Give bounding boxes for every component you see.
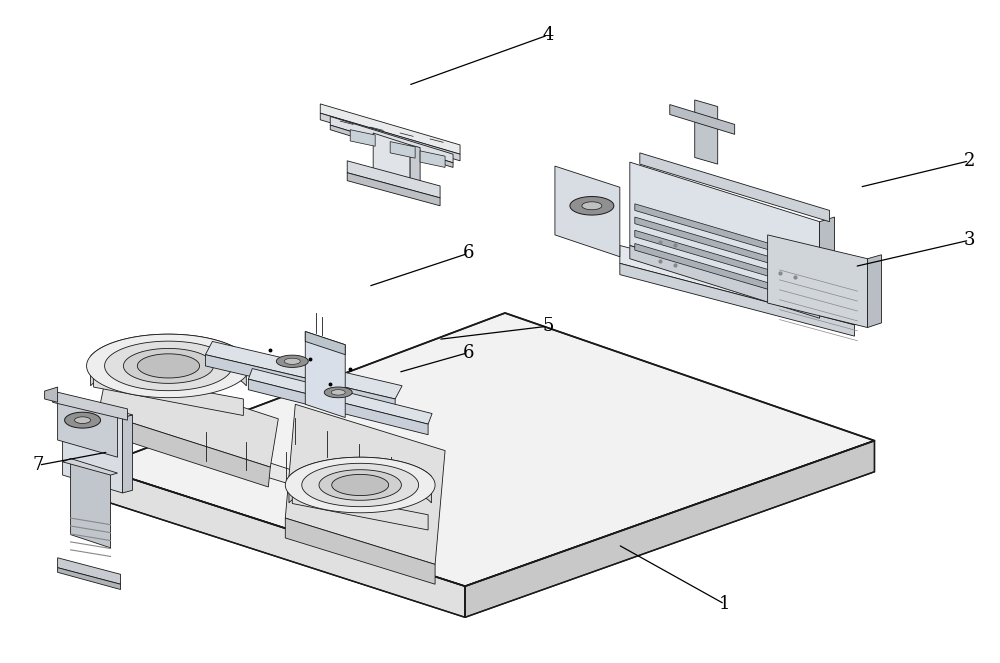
Text: 2: 2 <box>964 152 975 170</box>
Polygon shape <box>65 412 101 428</box>
Polygon shape <box>330 125 453 168</box>
Polygon shape <box>347 161 440 198</box>
Polygon shape <box>635 204 815 263</box>
Polygon shape <box>58 558 121 584</box>
Polygon shape <box>71 460 111 548</box>
Polygon shape <box>867 255 881 328</box>
Polygon shape <box>123 415 133 493</box>
Polygon shape <box>248 369 432 424</box>
Polygon shape <box>420 151 445 168</box>
Polygon shape <box>302 463 419 507</box>
Polygon shape <box>695 100 718 164</box>
Polygon shape <box>292 489 428 530</box>
Polygon shape <box>319 469 401 501</box>
Polygon shape <box>620 263 855 336</box>
Polygon shape <box>410 145 420 186</box>
Polygon shape <box>570 196 614 215</box>
Polygon shape <box>670 105 735 135</box>
Text: 5: 5 <box>542 317 554 335</box>
Polygon shape <box>305 332 345 418</box>
Polygon shape <box>53 391 128 420</box>
Polygon shape <box>768 235 867 328</box>
Polygon shape <box>285 518 435 584</box>
Polygon shape <box>630 162 820 305</box>
Polygon shape <box>123 349 213 383</box>
Polygon shape <box>284 358 300 365</box>
Polygon shape <box>245 456 370 510</box>
Text: 4: 4 <box>542 26 554 44</box>
Polygon shape <box>305 332 345 355</box>
Polygon shape <box>332 475 389 495</box>
Polygon shape <box>205 341 402 399</box>
Polygon shape <box>58 568 121 589</box>
Polygon shape <box>96 313 874 586</box>
Polygon shape <box>45 387 58 402</box>
Polygon shape <box>635 217 815 276</box>
Polygon shape <box>137 354 200 378</box>
Polygon shape <box>205 355 395 410</box>
Polygon shape <box>820 217 835 305</box>
Polygon shape <box>285 457 435 512</box>
Polygon shape <box>75 417 91 424</box>
Polygon shape <box>555 166 620 257</box>
Text: 1: 1 <box>719 595 730 613</box>
Polygon shape <box>635 230 815 290</box>
Polygon shape <box>87 334 250 398</box>
Polygon shape <box>373 172 410 187</box>
Polygon shape <box>640 153 830 221</box>
Polygon shape <box>324 387 352 398</box>
Polygon shape <box>465 441 874 617</box>
Polygon shape <box>289 457 431 503</box>
Polygon shape <box>620 245 855 325</box>
Polygon shape <box>99 363 278 467</box>
Polygon shape <box>94 371 243 416</box>
Polygon shape <box>285 404 445 564</box>
Text: 6: 6 <box>462 343 474 362</box>
Polygon shape <box>248 379 428 435</box>
Polygon shape <box>331 390 345 395</box>
Polygon shape <box>158 422 270 472</box>
Polygon shape <box>373 133 410 182</box>
Polygon shape <box>635 243 815 303</box>
Polygon shape <box>330 117 453 163</box>
Polygon shape <box>99 412 270 487</box>
Polygon shape <box>276 355 308 367</box>
Polygon shape <box>390 142 415 158</box>
Polygon shape <box>63 398 133 418</box>
Polygon shape <box>630 245 820 318</box>
Polygon shape <box>320 113 460 161</box>
Polygon shape <box>855 301 869 325</box>
Text: 7: 7 <box>33 456 44 474</box>
Polygon shape <box>96 467 465 617</box>
Text: 3: 3 <box>964 231 975 249</box>
Polygon shape <box>320 104 460 154</box>
Polygon shape <box>91 334 246 386</box>
Polygon shape <box>63 459 118 475</box>
Polygon shape <box>58 396 118 457</box>
Polygon shape <box>105 341 232 391</box>
Polygon shape <box>350 130 375 147</box>
Polygon shape <box>63 400 123 493</box>
Text: 6: 6 <box>462 245 474 263</box>
Polygon shape <box>582 202 602 210</box>
Polygon shape <box>347 173 440 206</box>
